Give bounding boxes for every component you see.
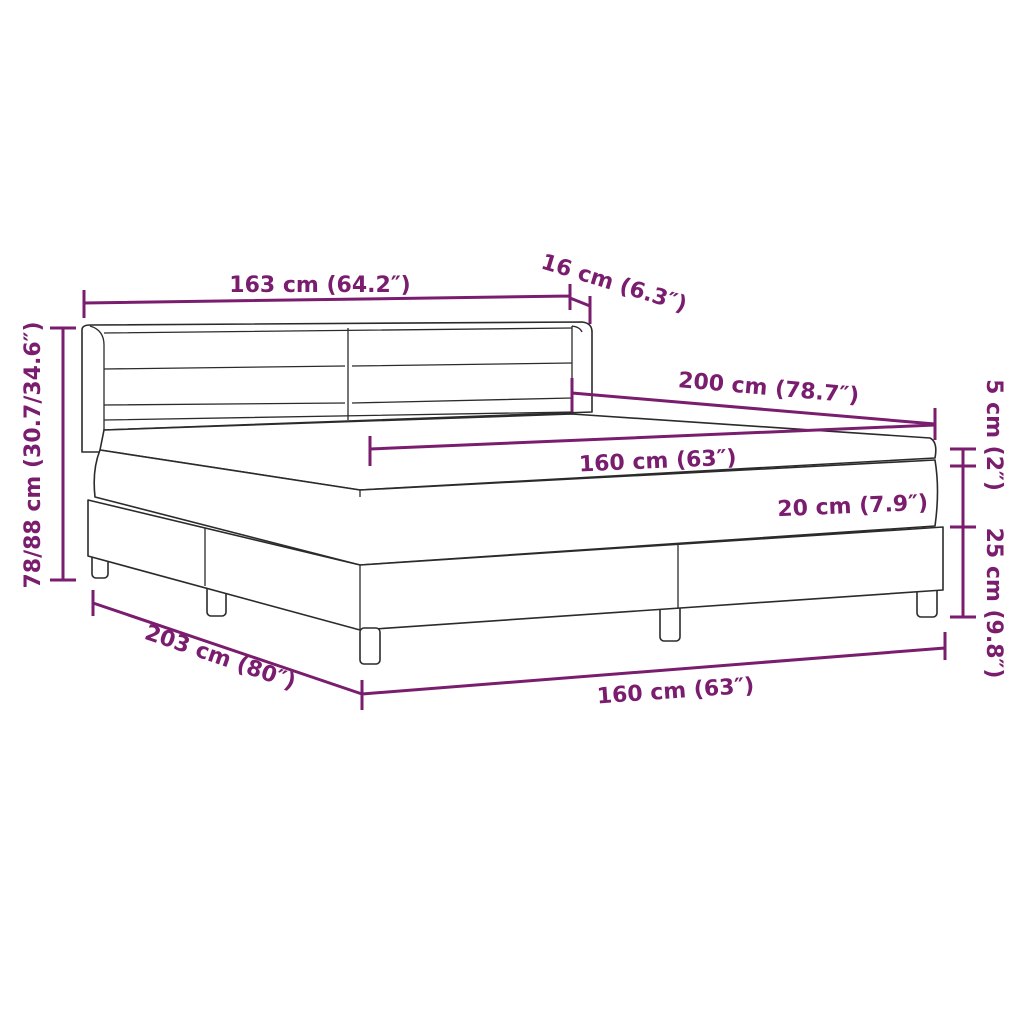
topper-height-label: 5 cm (2″): [981, 379, 1006, 491]
headboard-panel-lines: [103, 327, 573, 421]
headboard-width-label: 163 cm (64.2″): [229, 273, 410, 298]
base-height-label: 25 cm (9.8″): [981, 528, 1006, 679]
bed-length-label: 203 cm (80″): [141, 620, 298, 695]
bed-width-label: 160 cm (63″): [596, 674, 755, 710]
bed-drawing: [81, 321, 944, 665]
total-height-label: 78/88 cm (30.7/34.6″): [21, 321, 46, 588]
mattress: [93, 449, 939, 566]
headboard-depth-label: 16 cm (6.3″): [538, 250, 690, 318]
headboard: [81, 321, 593, 453]
headboard-left-wing: [89, 325, 105, 430]
dimension-lines: [50, 284, 976, 710]
mattress-length-label: 200 cm (78.7″): [677, 368, 860, 409]
bed-leg: [359, 627, 381, 665]
